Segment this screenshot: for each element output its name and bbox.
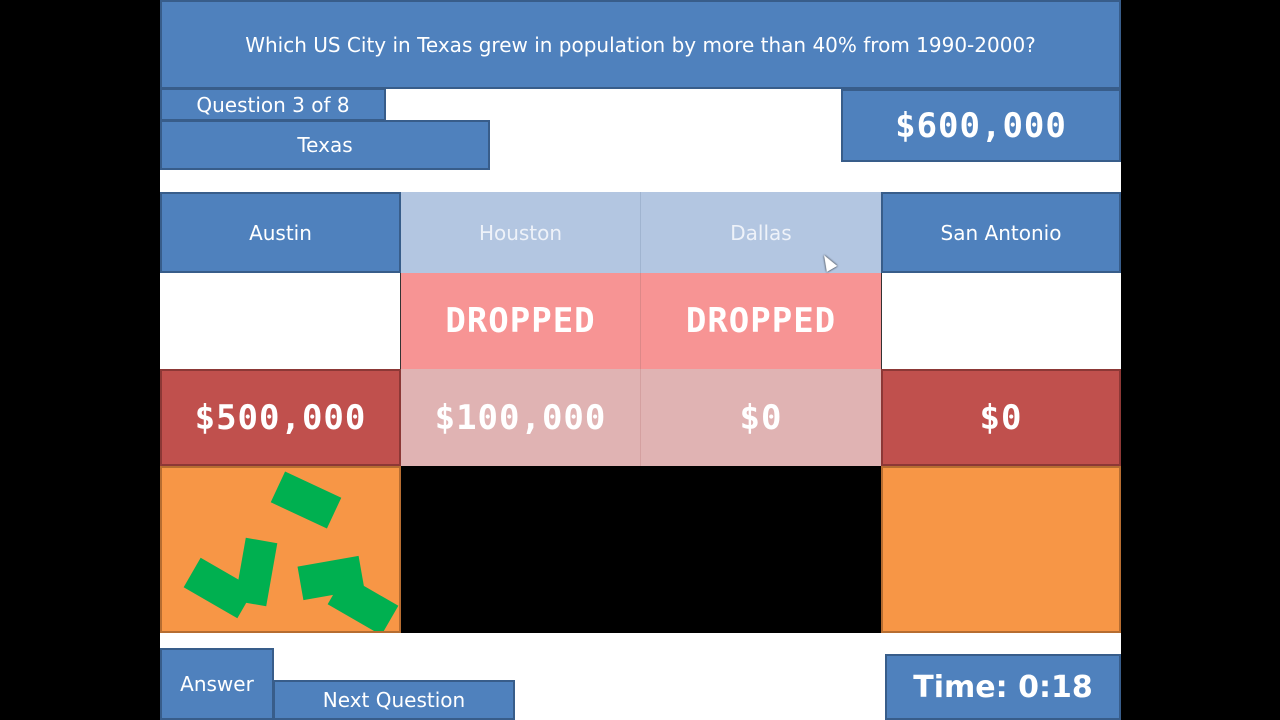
dropped-status-dallas: DROPPED: [641, 273, 881, 369]
answer-option-dallas[interactable]: Dallas: [641, 192, 881, 273]
answer-option-houston[interactable]: Houston: [401, 192, 641, 273]
answer-option-austin[interactable]: Austin: [160, 192, 401, 273]
category-text: Texas: [297, 133, 353, 157]
bank-text: $600,000: [895, 105, 1067, 146]
timer: Time: 0:18: [885, 654, 1121, 720]
bank-amount: $600,000: [841, 89, 1121, 162]
game-slide: Which US City in Texas grew in populatio…: [160, 0, 1121, 720]
amount-austin: $500,000: [160, 369, 401, 466]
trapdoor-austin: [160, 466, 401, 633]
progress-text: Question 3 of 8: [196, 92, 350, 117]
answer-label: San Antonio: [940, 220, 1062, 245]
divider: [881, 273, 882, 369]
answer-label: Dallas: [730, 220, 792, 245]
amount-text: $0: [739, 397, 783, 438]
trapdoor-san-antonio: [881, 466, 1121, 633]
trapdoor-open: [401, 466, 881, 633]
amount-text: $500,000: [194, 397, 367, 438]
answer-label: Austin: [249, 220, 312, 245]
money-bill-icon: [270, 471, 342, 529]
question-banner: Which US City in Texas grew in populatio…: [160, 0, 1121, 89]
question-text: Which US City in Texas grew in populatio…: [245, 32, 1036, 57]
amount-san-antonio: $0: [881, 369, 1121, 466]
answer-button[interactable]: Answer: [160, 648, 274, 720]
dropped-status-houston: DROPPED: [401, 273, 641, 369]
answer-label: Houston: [478, 220, 563, 245]
amount-text: $0: [979, 397, 1023, 438]
category-label: Texas: [160, 120, 490, 170]
answer-option-san-antonio[interactable]: San Antonio: [881, 192, 1121, 273]
status-text: DROPPED: [685, 301, 837, 341]
divider: [400, 273, 401, 369]
amount-houston: $100,000: [401, 369, 641, 466]
amount-text: $100,000: [434, 397, 607, 438]
timer-text: Time: 0:18: [913, 669, 1093, 705]
question-progress: Question 3 of 8: [160, 88, 386, 121]
next-button-label: Next Question: [322, 688, 466, 712]
next-question-button[interactable]: Next Question: [273, 680, 515, 720]
status-text: DROPPED: [445, 301, 596, 341]
answer-button-label: Answer: [180, 672, 254, 696]
amount-dallas: $0: [641, 369, 881, 466]
